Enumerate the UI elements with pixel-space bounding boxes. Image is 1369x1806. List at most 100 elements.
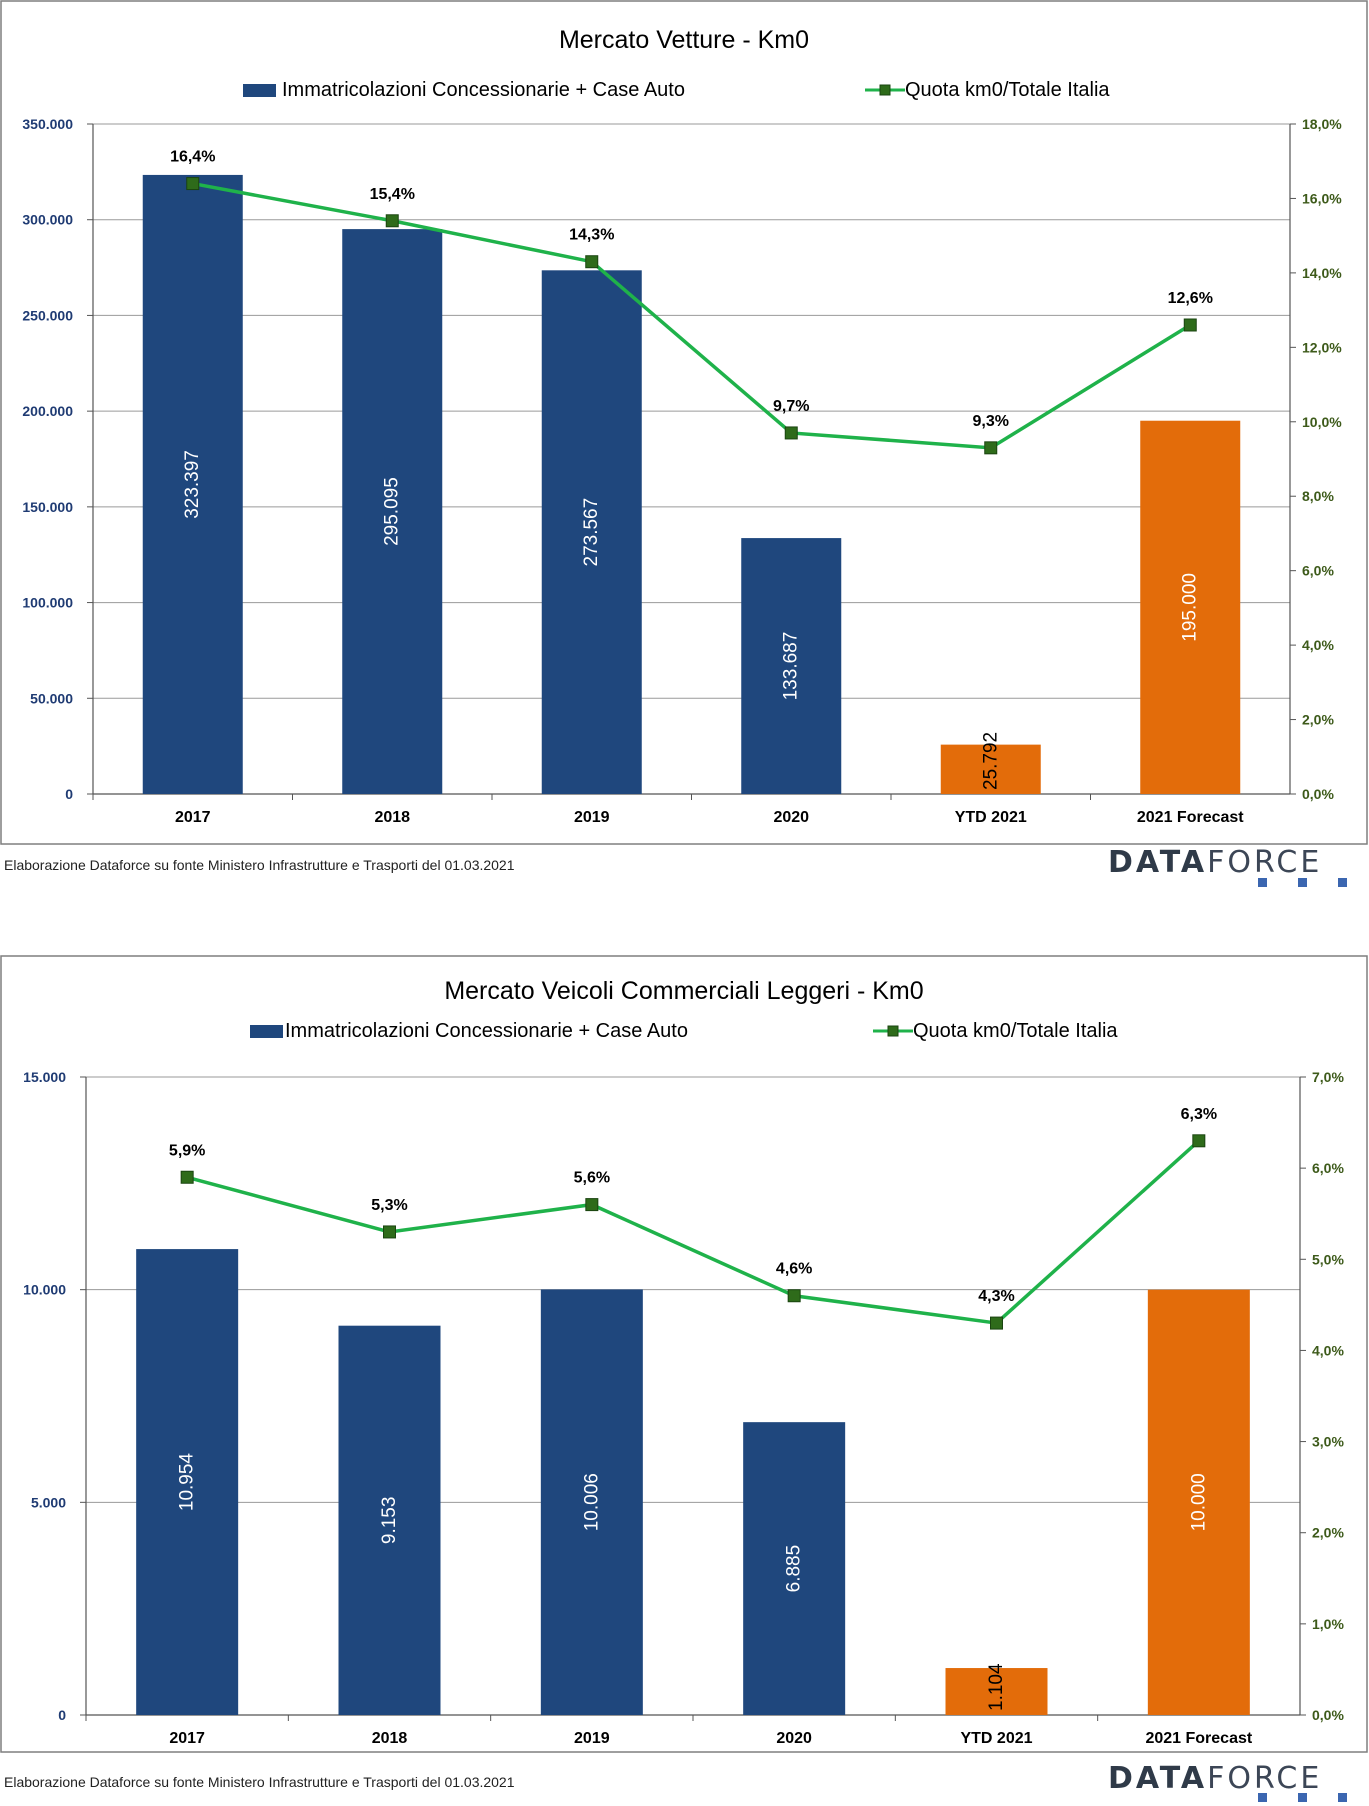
share-value-label: 9,3% (973, 413, 1009, 430)
legend-marker-line (879, 84, 891, 96)
bar (136, 1249, 239, 1715)
dataforce-logo: DATAFORCE (1108, 845, 1322, 880)
category-label: 2017 (175, 809, 211, 826)
share-value-label: 5,9% (169, 1142, 205, 1159)
right-tick-label: 18,0% (1302, 116, 1342, 132)
share-value-label: 12,6% (1168, 290, 1213, 307)
right-tick-label: 3,0% (1312, 1434, 1344, 1450)
right-tick-label: 0,0% (1302, 786, 1334, 802)
bar-value-label: 195.000 (1180, 573, 1201, 642)
share-marker (1192, 1134, 1206, 1148)
category-label: 2021 Forecast (1145, 1730, 1252, 1747)
left-tick-label: 0 (58, 1707, 66, 1723)
bar (945, 1668, 1048, 1715)
bar-value-label: 1.104 (986, 1663, 1007, 1711)
category-label: 2017 (169, 1730, 205, 1747)
share-marker (180, 1170, 194, 1184)
dataforce-logo: DATAFORCE (1108, 1761, 1322, 1796)
right-tick-label: 10,0% (1302, 414, 1342, 430)
left-tick-label: 250.000 (22, 307, 73, 323)
share-marker (585, 1198, 599, 1212)
right-tick-label: 12,0% (1302, 339, 1342, 355)
right-tick-label: 6,0% (1302, 563, 1334, 579)
right-tick-label: 2,0% (1302, 712, 1334, 728)
category-label: 2018 (374, 809, 410, 826)
right-tick-label: 16,0% (1302, 190, 1342, 206)
bar-value-label: 10.954 (177, 1453, 198, 1512)
bar (338, 1325, 441, 1715)
share-value-label: 5,3% (371, 1197, 407, 1214)
chart-panel-vetture: Mercato Vetture - Km0 Immatricolazioni Co… (0, 0, 1369, 890)
logo-text-light: FORCE (1207, 845, 1323, 880)
bar (342, 229, 443, 794)
left-tick-label: 0 (65, 786, 73, 802)
category-label: 2019 (574, 1730, 610, 1747)
left-tick-label: 50.000 (30, 690, 73, 706)
bar-value-label: 10.006 (581, 1473, 602, 1531)
bar-value-label: 10.000 (1188, 1473, 1209, 1531)
bar-value-label: 6.885 (784, 1545, 805, 1593)
share-value-label: 6,3% (1181, 1106, 1217, 1123)
chart-title: Mercato Vetture - Km0 (559, 26, 809, 54)
logo-text-bold: DATA (1108, 1761, 1208, 1796)
bar-value-label: 295.095 (382, 477, 403, 546)
left-tick-label: 10.000 (23, 1282, 66, 1298)
category-label: YTD 2021 (960, 1730, 1032, 1747)
bar (940, 744, 1041, 794)
category-label: 2020 (776, 1730, 812, 1747)
share-marker (784, 426, 798, 440)
bar-value-label: 273.567 (581, 498, 602, 567)
share-value-label: 16,4% (170, 149, 215, 166)
chart-lcv: Mercato Veicoli Commerciali Leggeri - Km… (0, 955, 1368, 1753)
right-tick-label: 6,0% (1312, 1160, 1344, 1176)
right-tick-label: 4,0% (1302, 637, 1334, 653)
bar-value-label: 133.687 (781, 632, 802, 701)
bar (541, 270, 642, 795)
bar (741, 538, 842, 794)
left-tick-label: 300.000 (22, 212, 73, 228)
category-label: YTD 2021 (955, 809, 1027, 826)
category-label: 2018 (372, 1730, 408, 1747)
chart-title: Mercato Veicoli Commerciali Leggeri - Km… (444, 977, 923, 1005)
share-value-label: 5,6% (574, 1170, 610, 1187)
chart-panel-lcv: Mercato Veicoli Commerciali Leggeri - Km… (0, 955, 1369, 1806)
share-line (186, 1139, 1201, 1325)
bar (540, 1289, 643, 1715)
legend-label-bars: Immatricolazioni Concessionarie + Case A… (285, 1020, 688, 1042)
legend-swatch-bars (243, 84, 276, 97)
legend-label-line: Quota km0/Totale Italia (905, 79, 1110, 101)
bar (743, 1422, 846, 1715)
right-tick-label: 5,0% (1312, 1251, 1344, 1267)
share-value-label: 14,3% (569, 227, 614, 244)
bar-value-label: 9.153 (379, 1497, 400, 1545)
share-line (192, 181, 1192, 450)
source-note: Elaborazione Dataforce su fonte Minister… (4, 1774, 515, 1790)
bar-value-label: 25.792 (980, 732, 1001, 790)
bar (1140, 420, 1241, 794)
left-tick-label: 100.000 (22, 595, 73, 611)
share-marker (585, 255, 599, 269)
category-label: 2019 (574, 809, 610, 826)
right-tick-label: 2,0% (1312, 1525, 1344, 1541)
share-value-label: 15,4% (370, 186, 415, 203)
share-marker (383, 1225, 396, 1239)
legend-label-line: Quota km0/Totale Italia (913, 1020, 1118, 1042)
right-tick-label: 0,0% (1312, 1707, 1344, 1723)
share-value-label: 4,6% (776, 1261, 812, 1278)
left-tick-label: 200.000 (22, 403, 73, 419)
share-marker (984, 441, 998, 455)
category-label: 2020 (773, 809, 809, 826)
share-marker (186, 177, 200, 191)
chart-vetture: Mercato Vetture - Km0 Immatricolazioni Co… (0, 0, 1368, 845)
source-note: Elaborazione Dataforce su fonte Minister… (4, 857, 515, 873)
share-marker (787, 1289, 801, 1303)
left-tick-label: 15.000 (23, 1069, 66, 1085)
logo-text-bold: DATA (1108, 845, 1208, 880)
share-marker (1183, 318, 1197, 332)
logo-text-light: FORCE (1207, 1761, 1323, 1796)
left-tick-label: 150.000 (22, 499, 73, 515)
bar (142, 174, 243, 795)
left-tick-label: 350.000 (22, 116, 73, 132)
bar (1147, 1289, 1250, 1715)
right-tick-label: 14,0% (1302, 265, 1342, 281)
